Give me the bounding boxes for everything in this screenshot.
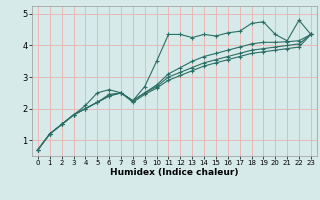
X-axis label: Humidex (Indice chaleur): Humidex (Indice chaleur) [110,168,239,177]
